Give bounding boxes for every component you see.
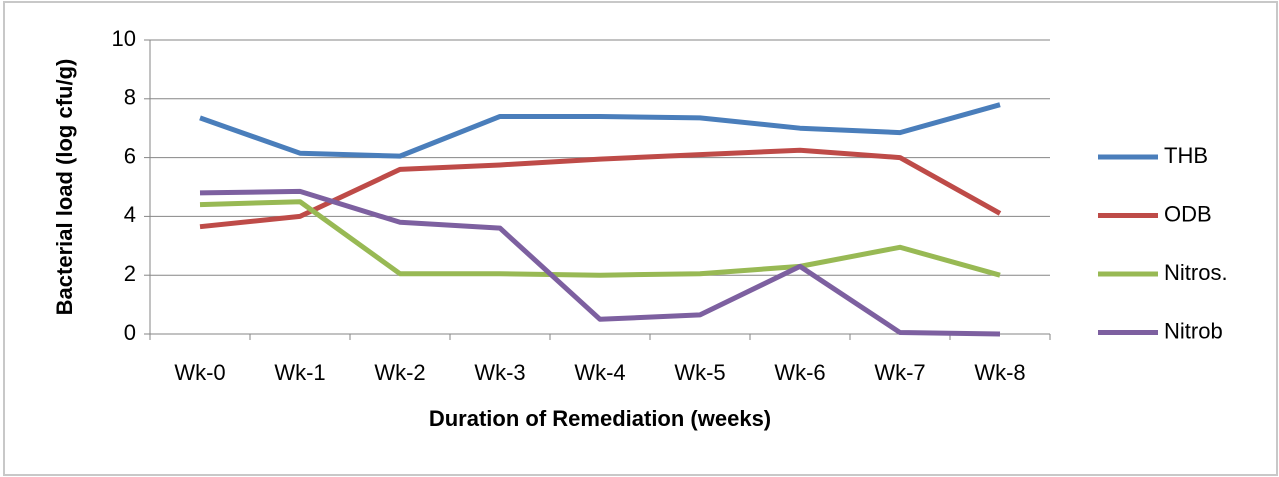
x-tick-label: Wk-6 — [774, 360, 825, 385]
chart-frame — [3, 1, 1278, 476]
y-tick-label: 0 — [124, 320, 136, 345]
x-tick-label: Wk-4 — [574, 360, 625, 385]
y-tick-label: 8 — [124, 85, 136, 110]
legend-label: ODB — [1164, 201, 1212, 226]
y-tick-label: 2 — [124, 261, 136, 286]
x-tick-label: Wk-3 — [474, 360, 525, 385]
x-tick-label: Wk-5 — [674, 360, 725, 385]
y-axis-label: Bacterial load (log cfu/g) — [52, 59, 77, 316]
x-tick-label: Wk-7 — [874, 360, 925, 385]
x-tick-label: Wk-1 — [274, 360, 325, 385]
legend-label: Nitros. — [1164, 260, 1228, 285]
x-axis-label: Duration of Remediation (weeks) — [429, 406, 771, 431]
x-tick-label: Wk-2 — [374, 360, 425, 385]
y-tick-label: 10 — [112, 26, 136, 51]
y-tick-label: 6 — [124, 143, 136, 168]
y-tick-label: 4 — [124, 202, 136, 227]
legend-label: Nitrob — [1164, 318, 1223, 343]
x-tick-label: Wk-8 — [974, 360, 1025, 385]
x-tick-label: Wk-0 — [174, 360, 225, 385]
series-line — [199, 102, 1001, 159]
series-line — [199, 188, 1001, 337]
series-line — [199, 199, 1001, 278]
legend-label: THB — [1164, 143, 1208, 168]
